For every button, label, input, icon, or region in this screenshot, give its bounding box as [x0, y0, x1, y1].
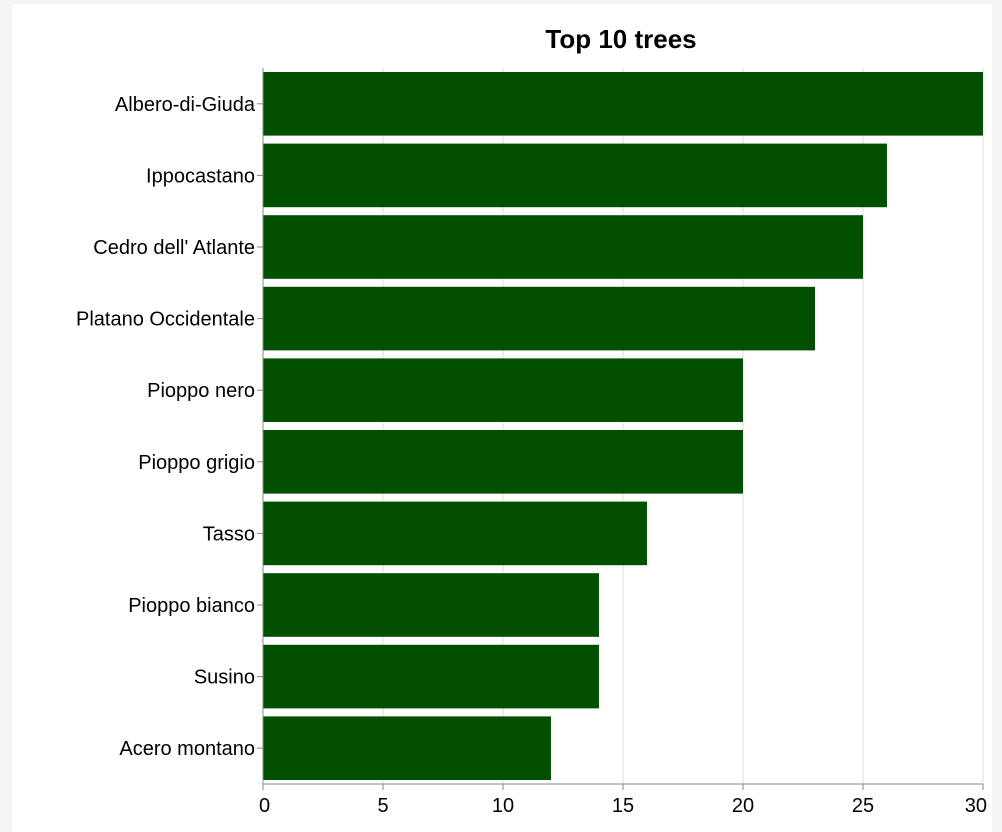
y-tick-label-0: Albero-di-Giuda: [115, 94, 256, 116]
bar-0: [263, 72, 983, 136]
bar-9: [263, 716, 551, 780]
chart-title: Top 10 trees: [545, 24, 696, 54]
bars: [263, 72, 983, 780]
bar-7: [263, 573, 599, 637]
bar-6: [263, 501, 647, 566]
x-tick-label-4: 20: [732, 795, 754, 817]
x-tick-label-0: 0: [259, 795, 270, 817]
x-tick-label-2: 10: [492, 795, 514, 817]
y-axis: Albero-di-Giuda Ippocastano Cedro dell' At…: [76, 68, 264, 784]
chart-card: Top 10 trees Albero-di-Giuda Ippocastano C…: [12, 4, 992, 832]
x-tick-label-5: 25: [852, 795, 874, 817]
x-tick-label-6: 30: [965, 795, 987, 817]
y-tick-label-6: Tasso: [203, 523, 255, 545]
y-tick-label-3: Platano Occidentale: [76, 309, 255, 331]
bar-4: [263, 358, 743, 422]
y-tick-label-8: Susino: [194, 667, 255, 689]
y-tick-label-2: Cedro dell' Atlante: [93, 237, 255, 259]
y-tick-label-4: Pioppo nero: [147, 380, 255, 402]
y-tick-label-9: Acero montano: [119, 738, 255, 760]
bar-chart: Top 10 trees Albero-di-Giuda Ippocastano C…: [76, 24, 987, 817]
x-tick-label-3: 15: [612, 795, 634, 817]
bar-8: [263, 644, 599, 709]
bar-3: [263, 286, 815, 351]
x-tick-label-1: 5: [377, 795, 388, 817]
bar-5: [263, 430, 743, 494]
y-tick-label-7: Pioppo bianco: [128, 595, 255, 617]
y-tick-label-5: Pioppo grigio: [138, 452, 255, 474]
bar-2: [263, 215, 863, 279]
bar-1: [263, 143, 887, 208]
y-tick-label-1: Ippocastano: [146, 165, 255, 187]
x-axis: 0 5 10 15 20 25 30: [259, 783, 987, 817]
